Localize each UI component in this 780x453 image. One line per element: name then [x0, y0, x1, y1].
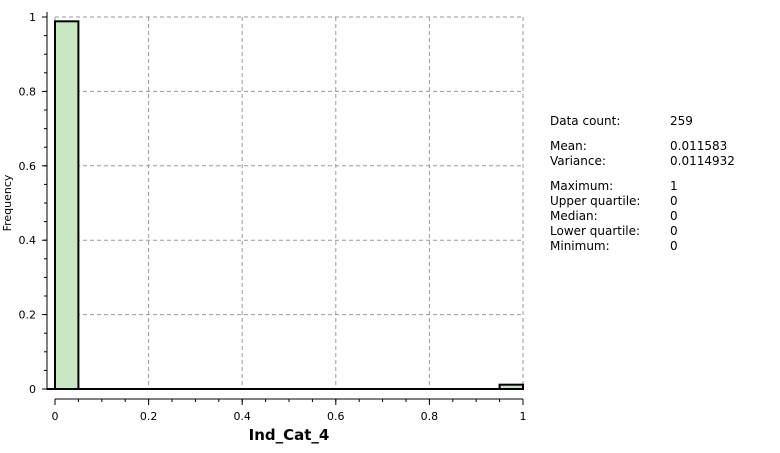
stat-label: Maximum: — [550, 179, 614, 193]
x-tick-label: 0.6 — [327, 410, 345, 423]
stat-label: Minimum: — [550, 239, 610, 253]
x-tick-label: 0.8 — [421, 410, 439, 423]
stat-label: Lower quartile: — [550, 224, 641, 238]
x-tick-label: 0 — [52, 410, 59, 423]
stat-value: 259 — [670, 114, 693, 128]
stat-value: 0 — [670, 194, 678, 208]
stat-value: 0 — [670, 209, 678, 223]
x-tick-label: 1 — [520, 410, 527, 423]
stat-label: Median: — [550, 209, 598, 223]
y-tick-label: 1 — [29, 11, 36, 24]
x-tick-label: 0.2 — [140, 410, 158, 423]
x-axis-label: Ind_Cat_4 — [249, 426, 330, 444]
x-tick-label: 0.4 — [233, 410, 251, 423]
stat-value: 0.0114932 — [670, 154, 735, 168]
y-tick-label: 0.4 — [19, 234, 37, 247]
stat-label: Upper quartile: — [550, 194, 641, 208]
stat-value: 0.011583 — [670, 139, 728, 153]
y-axis-label: Frequency — [1, 174, 14, 231]
y-tick-label: 0 — [29, 383, 36, 396]
stat-value: 1 — [670, 179, 678, 193]
stat-label: Data count: — [550, 114, 621, 128]
y-tick-label: 0.6 — [19, 160, 37, 173]
stat-label: Mean: — [550, 139, 587, 153]
y-tick-label: 0.2 — [19, 309, 37, 322]
stat-label: Variance: — [550, 154, 606, 168]
histogram-bar — [54, 20, 80, 391]
stat-value: 0 — [670, 224, 678, 238]
histogram-chart: Frequency Ind_Cat_4 0 0.2 0.4 0.6 0.8 1 0 0.2 0.… — [1, 11, 527, 444]
y-tick-label: 0.8 — [19, 85, 37, 98]
stat-value: 0 — [670, 239, 678, 253]
